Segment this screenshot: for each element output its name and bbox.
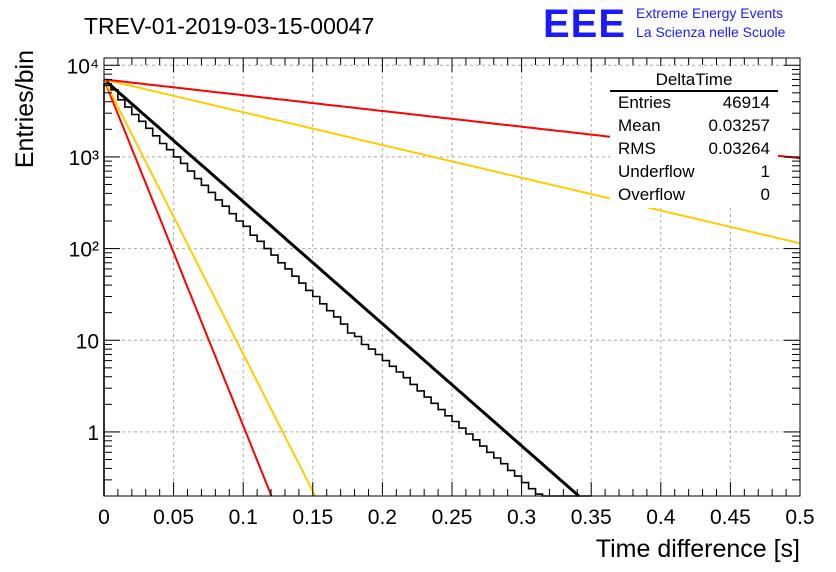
x-tick-label: 0.45 (710, 506, 751, 529)
x-tick-label: 0.4 (646, 506, 676, 529)
stats-label: Entries (618, 93, 671, 112)
x-tick-label: 0.35 (571, 506, 612, 529)
fit-curve-3 (103, 78, 801, 245)
stats-label: Mean (618, 116, 661, 135)
stats-label: Overflow (618, 185, 686, 204)
y-tick-label: 10⁴ (67, 55, 99, 78)
fit-curves (103, 78, 801, 498)
histogram-steps (103, 82, 592, 497)
y-tick-label: 10³ (69, 147, 99, 170)
stats-title: DeltaTime (655, 70, 733, 89)
eee-logo: EEE Extreme Energy Events La Scienza nel… (543, 2, 833, 46)
stats-label: RMS (618, 139, 656, 158)
stats-value: 0.03257 (708, 116, 770, 135)
logo-line-1: Extreme Energy Events (636, 5, 784, 21)
stats-value: 0.03264 (708, 139, 770, 158)
stats-value: 0 (760, 185, 770, 204)
tick-labels: 0 0.05 0.1 0.15 0.2 0.25 0.3 0.35 0.4 0.45 0.51101… (67, 55, 815, 529)
fit-curve-0 (103, 78, 580, 498)
y-tick-label: 10 (76, 330, 99, 353)
y-tick-label: 10² (69, 239, 99, 262)
y-axis-label: Entries/bin (11, 50, 39, 168)
logo-mark: EEE (543, 2, 627, 46)
x-tick-label: 0 (98, 506, 110, 529)
stats-value: 1 (760, 162, 770, 181)
x-axis-label: Time difference [s] (596, 535, 800, 563)
x-tick-label: 0.5 (785, 506, 814, 529)
stats-value: 46914 (722, 93, 770, 112)
stats-box: DeltaTime Entries 46914 Mean 0.03257 RMS… (610, 66, 778, 208)
x-tick-label: 0.15 (292, 506, 333, 529)
histogram-layer (103, 82, 592, 497)
fit-curve-1 (103, 79, 273, 497)
stats-divider (610, 90, 778, 92)
stats-label: Underflow (618, 162, 695, 181)
x-tick-label: 0.25 (432, 506, 473, 529)
x-tick-label: 0.1 (229, 506, 258, 529)
chart-title: TREV-01-2019-03-15-00047 (84, 13, 374, 39)
fit-curve-2 (103, 79, 317, 497)
x-tick-label: 0.2 (368, 506, 397, 529)
x-tick-label: 0.05 (153, 506, 194, 529)
y-tick-label: 1 (87, 422, 99, 445)
axis-ticks (103, 58, 801, 496)
logo-line-2: La Scienza nelle Scuole (636, 24, 786, 40)
x-tick-label: 0.3 (507, 506, 536, 529)
